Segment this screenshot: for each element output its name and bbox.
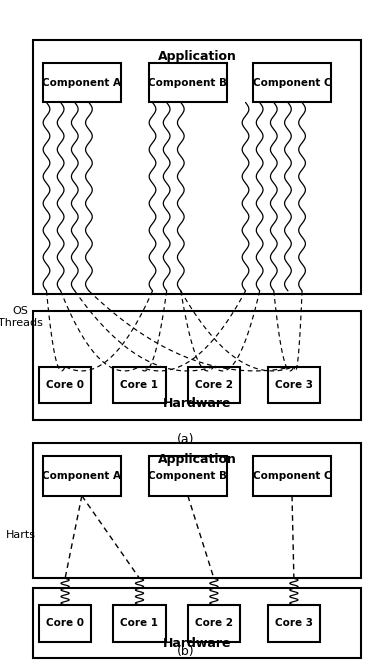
Text: Component A: Component A bbox=[42, 471, 121, 481]
Text: OS
Threads: OS Threads bbox=[0, 307, 43, 328]
Text: Core 1: Core 1 bbox=[121, 379, 158, 390]
Text: Core 3: Core 3 bbox=[275, 618, 313, 629]
Text: Application: Application bbox=[158, 453, 237, 466]
Text: Application: Application bbox=[158, 50, 237, 63]
Text: (b): (b) bbox=[177, 644, 195, 658]
Text: Component B: Component B bbox=[148, 77, 227, 88]
FancyBboxPatch shape bbox=[268, 605, 320, 641]
Text: Component B: Component B bbox=[148, 471, 227, 481]
FancyBboxPatch shape bbox=[39, 605, 91, 641]
Text: Harts: Harts bbox=[6, 530, 35, 541]
Text: Core 2: Core 2 bbox=[195, 618, 233, 629]
FancyBboxPatch shape bbox=[253, 63, 331, 102]
Text: Component A: Component A bbox=[42, 77, 121, 88]
FancyBboxPatch shape bbox=[113, 366, 166, 403]
FancyBboxPatch shape bbox=[43, 63, 121, 102]
FancyBboxPatch shape bbox=[188, 366, 240, 403]
FancyBboxPatch shape bbox=[39, 366, 91, 403]
Text: Core 3: Core 3 bbox=[275, 379, 313, 390]
FancyBboxPatch shape bbox=[113, 605, 166, 641]
Text: Core 0: Core 0 bbox=[46, 618, 84, 629]
FancyBboxPatch shape bbox=[33, 443, 361, 578]
FancyBboxPatch shape bbox=[33, 40, 361, 294]
Text: (a): (a) bbox=[177, 433, 195, 446]
FancyBboxPatch shape bbox=[253, 456, 331, 496]
Text: Component C: Component C bbox=[253, 471, 331, 481]
Text: Core 2: Core 2 bbox=[195, 379, 233, 390]
FancyBboxPatch shape bbox=[149, 456, 227, 496]
FancyBboxPatch shape bbox=[268, 366, 320, 403]
FancyBboxPatch shape bbox=[33, 588, 361, 658]
Text: Core 1: Core 1 bbox=[121, 618, 158, 629]
FancyBboxPatch shape bbox=[149, 63, 227, 102]
Text: Component C: Component C bbox=[253, 77, 331, 88]
FancyBboxPatch shape bbox=[43, 456, 121, 496]
FancyBboxPatch shape bbox=[33, 311, 361, 420]
Text: Hardware: Hardware bbox=[163, 397, 231, 410]
FancyBboxPatch shape bbox=[188, 605, 240, 641]
Text: Core 0: Core 0 bbox=[46, 379, 84, 390]
Text: Hardware: Hardware bbox=[163, 637, 231, 650]
